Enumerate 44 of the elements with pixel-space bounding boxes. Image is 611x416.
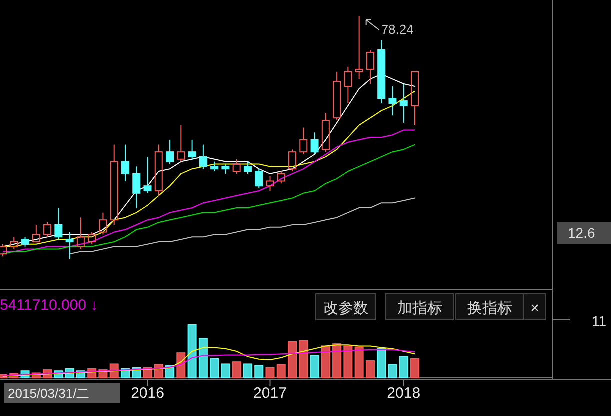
- x-tick-label: 2016: [131, 385, 164, 402]
- candlestick: [400, 84, 408, 124]
- annotation: 78.24: [381, 22, 414, 37]
- x-tick-label: 2018: [387, 385, 421, 402]
- text: 换指标: [468, 300, 512, 317]
- bar: [210, 358, 220, 378]
- candlestick: [110, 144, 118, 226]
- candlestick: [66, 232, 74, 260]
- bar: [243, 364, 252, 378]
- text: 5411710.000 ↓: [0, 297, 98, 314]
- text: 12.6: [568, 225, 596, 241]
- bar: [366, 360, 375, 378]
- text: 改参数: [324, 300, 368, 317]
- bar: [276, 364, 286, 378]
- text: 加指标: [398, 300, 442, 317]
- bar: [388, 364, 398, 378]
- bar: [299, 340, 308, 378]
- bar: [198, 338, 208, 378]
- bar: [410, 358, 420, 378]
- candlestick: [121, 144, 130, 182]
- bar: [399, 356, 408, 378]
- candlestick: [388, 86, 397, 116]
- bar: [254, 365, 264, 378]
- bar: [332, 344, 342, 378]
- x-tick-label: 2017: [254, 385, 287, 402]
- bar: [221, 364, 230, 378]
- text: 11: [592, 313, 607, 329]
- bar: [176, 352, 186, 378]
- bar: [321, 346, 330, 378]
- bar: [188, 324, 197, 378]
- bar: [344, 346, 353, 378]
- candlestick: [132, 166, 141, 208]
- text: ×: [530, 300, 540, 317]
- bar: [288, 341, 298, 378]
- candlestick: [154, 144, 163, 196]
- bar: [310, 355, 320, 378]
- text: 2015/03/31/二: [8, 386, 90, 401]
- bar: [232, 362, 242, 378]
- candlestick: [378, 40, 386, 104]
- candlestick: [344, 66, 352, 104]
- candlestick: [355, 16, 364, 80]
- bar: [377, 348, 386, 378]
- bar: [354, 346, 364, 378]
- bar: [266, 367, 275, 378]
